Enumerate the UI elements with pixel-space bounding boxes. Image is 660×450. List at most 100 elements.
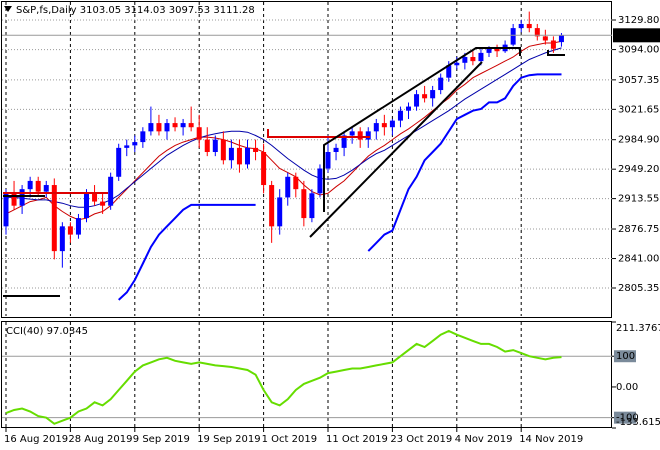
candle-body <box>341 135 347 148</box>
candle-body <box>220 139 226 161</box>
indicator-line <box>6 47 562 208</box>
candle-body <box>92 193 98 202</box>
candle-body <box>67 226 73 235</box>
candle-body <box>542 36 548 41</box>
last-price-box <box>613 28 660 43</box>
candle-body <box>534 28 540 37</box>
candle-body <box>132 142 138 146</box>
candle-body <box>164 123 170 132</box>
candle-body <box>373 123 379 132</box>
indicator-line <box>5 40 562 221</box>
y-tick-label: 2984.90 <box>618 135 659 146</box>
candle-body <box>35 180 41 192</box>
annotations <box>3 47 565 297</box>
candle-body <box>510 28 516 45</box>
candle-body <box>550 40 556 49</box>
candle-body <box>446 65 452 78</box>
candle-body <box>357 131 363 140</box>
candle-body <box>204 139 210 152</box>
candle-body <box>309 193 315 219</box>
cci-title: CCI(40) 97.0345 <box>6 326 88 337</box>
y-tick-label: 3021.65 <box>618 104 659 115</box>
candle-body <box>317 168 323 194</box>
candle-body <box>108 176 114 206</box>
menu-icon <box>4 6 12 12</box>
x-tick-label: 14 Nov 2019 <box>519 434 583 445</box>
y-tick-label: -133.6151 <box>616 417 660 428</box>
y-tick-label: 3057.35 <box>618 75 659 86</box>
y-tick-label: 211.3767 <box>616 323 660 334</box>
candle-body <box>59 226 65 252</box>
wedge-lower-line <box>309 61 483 238</box>
chart-title: S&P,fs,Daily 3103.05 3114.03 3097.53 311… <box>16 5 255 16</box>
candle-body <box>462 57 468 63</box>
cci-panel-frame <box>1 321 612 428</box>
level-box <box>614 411 636 424</box>
y-tick-label: 2876.75 <box>618 224 659 235</box>
y-tick-label: 2805.35 <box>618 283 659 294</box>
candle-body <box>397 110 403 121</box>
candle-body <box>389 120 395 128</box>
y-tick-label: 2841.00 <box>618 254 659 265</box>
candle-body <box>3 193 9 227</box>
candle-body <box>365 131 371 140</box>
candle-body <box>100 201 106 206</box>
candle-body <box>269 185 275 227</box>
candle-body <box>19 189 25 206</box>
candle-body <box>325 151 331 169</box>
candle-body <box>261 151 267 186</box>
x-tick-label: 11 Oct 2019 <box>326 434 388 445</box>
wedge-upper-line <box>323 47 521 212</box>
candle-body <box>140 131 146 143</box>
candle-body <box>75 218 81 235</box>
candle-body <box>293 176 299 190</box>
candle-body <box>478 52 484 62</box>
candle-body <box>414 94 420 107</box>
indicator-line <box>5 329 562 425</box>
candle-body <box>180 123 186 128</box>
candle-body <box>422 94 428 99</box>
x-tick-label: 23 Oct 2019 <box>390 434 452 445</box>
x-tick-label: 28 Aug 2019 <box>68 434 132 445</box>
candle-body <box>228 147 234 161</box>
candle-body <box>124 145 130 148</box>
candle-body <box>236 147 242 165</box>
x-tick-label: 16 Aug 2019 <box>4 434 68 445</box>
candle-body <box>285 176 291 198</box>
candle-body <box>518 23 524 29</box>
x-tick-label: 1 Oct 2019 <box>262 434 317 445</box>
candle-body <box>430 90 436 99</box>
indicator-line <box>118 73 562 301</box>
y-tick-label: 3094.00 <box>618 45 659 56</box>
candle-body <box>406 106 411 111</box>
candle-body <box>454 62 460 66</box>
candle-body <box>333 147 339 152</box>
candle-body <box>51 185 57 252</box>
candle-body <box>558 35 564 43</box>
price-panel-frame <box>1 1 612 318</box>
candle-body <box>84 193 89 219</box>
candle-body <box>349 131 355 136</box>
candle-body <box>526 23 532 29</box>
candle-body <box>301 189 307 219</box>
candle-body <box>27 180 33 190</box>
candle-body <box>148 123 154 132</box>
x-tick-label: 4 Nov 2019 <box>455 434 513 445</box>
y-tick-label: 2913.55 <box>618 194 659 205</box>
last-price-label: 3111.28 <box>618 30 659 41</box>
candle-body <box>470 57 476 62</box>
candle-body <box>245 147 250 165</box>
candle-body <box>486 48 492 53</box>
candle-body <box>277 197 283 227</box>
level-box <box>614 350 636 363</box>
candle-body <box>156 123 162 132</box>
candle-body <box>188 123 194 128</box>
y-tick-label: 2949.20 <box>618 164 659 175</box>
x-tick-label: 19 Sep 2019 <box>197 434 260 445</box>
bracket-line <box>547 50 565 56</box>
y-tick-label: 3129.80 <box>618 15 659 26</box>
candle-body <box>43 185 49 192</box>
